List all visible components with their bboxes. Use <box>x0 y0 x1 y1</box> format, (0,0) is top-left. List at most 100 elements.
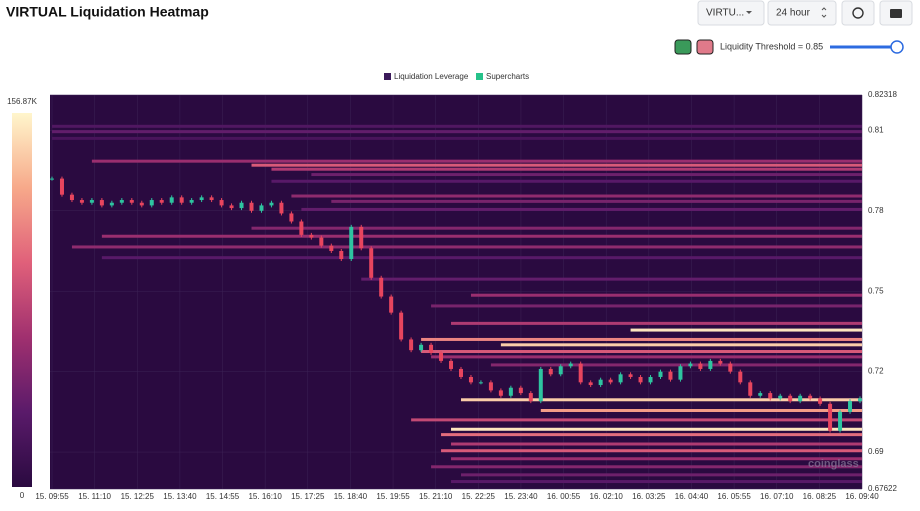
candle-body <box>149 200 154 206</box>
liquidity-band <box>451 442 862 446</box>
candle-body <box>409 339 414 351</box>
x-tick-label: 16. 09:40 <box>845 492 879 501</box>
x-tick-label: 16. 02:10 <box>590 492 624 501</box>
liquidity-band <box>91 159 862 163</box>
candle-body <box>778 395 783 399</box>
candle-body <box>828 403 833 431</box>
candle-body <box>468 376 473 383</box>
x-tick-label: 16. 03:25 <box>632 492 666 501</box>
candle-body <box>838 411 843 431</box>
x-tick-label: 15. 23:40 <box>504 492 538 501</box>
candle-body <box>339 250 344 260</box>
liquidity-band <box>441 449 862 453</box>
liquidity-band <box>52 136 862 140</box>
liquidity-band <box>421 337 862 341</box>
candle-body <box>708 360 713 369</box>
candle-body <box>279 202 284 214</box>
liquidity-band <box>101 256 863 260</box>
legend-label: Liquidation Leverage <box>394 72 469 81</box>
candle-body <box>69 194 74 201</box>
theme-green[interactable] <box>674 39 692 55</box>
candle-body <box>478 382 483 384</box>
candle-body <box>189 200 194 203</box>
range-select[interactable] <box>767 0 837 26</box>
candle-body <box>239 202 244 209</box>
candle-body <box>419 344 424 351</box>
x-tick-label: 16. 04:40 <box>675 492 709 501</box>
slider-knob[interactable] <box>890 40 904 54</box>
liquidity-band <box>540 409 862 413</box>
camera-icon <box>890 9 902 18</box>
candle-body <box>798 395 803 402</box>
x-tick-label: 15. 13:40 <box>163 492 197 501</box>
y-tick-label: 0.69 <box>868 447 884 456</box>
x-tick-label: 16. 00:55 <box>547 492 581 501</box>
candle-body <box>538 368 543 402</box>
candle-body <box>458 368 463 377</box>
liquidity-band <box>251 226 863 230</box>
dropdown-icon <box>746 11 752 14</box>
range-label: 24 hour <box>776 8 811 19</box>
candle-body <box>498 390 503 396</box>
candle-body <box>299 221 304 235</box>
candle-body <box>439 352 444 361</box>
candle-body <box>788 395 793 402</box>
candle-body <box>688 363 693 367</box>
candle-body <box>818 398 823 404</box>
candle-body <box>259 205 264 211</box>
x-tick-label: 15. 17:25 <box>291 492 325 501</box>
colorbar-label: 156.87K <box>7 97 37 106</box>
candle-body <box>728 363 733 372</box>
candle-body <box>698 363 703 369</box>
legend-label: Supercharts <box>486 72 529 81</box>
x-tick-label: 15. 09:55 <box>35 492 69 501</box>
liquidity-band <box>431 355 862 359</box>
candle-body <box>488 382 493 391</box>
liquidity-band <box>52 130 862 134</box>
candle-body <box>389 296 394 313</box>
candle-body <box>109 202 114 206</box>
legend-swatch <box>476 73 483 80</box>
liquidity-band <box>421 350 862 354</box>
candle-body <box>349 226 354 260</box>
candle-body <box>848 401 853 412</box>
liquidity-band <box>460 473 862 477</box>
refresh-icon <box>852 7 864 19</box>
candle-body <box>588 382 593 386</box>
candle-body <box>50 178 54 180</box>
liquidity-band <box>451 427 862 431</box>
candle-body <box>159 200 164 203</box>
x-tick-label: 16. 08:25 <box>803 492 837 501</box>
candle-body <box>359 226 364 249</box>
candle-body <box>548 368 553 375</box>
candle-body <box>568 363 573 367</box>
symbol-select[interactable] <box>697 0 765 26</box>
liquidity-band <box>52 124 862 128</box>
candle-body <box>89 200 94 203</box>
x-tick-label: 15. 21:10 <box>419 492 453 501</box>
candle-body <box>289 213 294 222</box>
candle-body <box>229 205 234 209</box>
liquidity-band <box>291 194 862 198</box>
theme-pink[interactable] <box>696 39 714 55</box>
liquidity-band <box>271 167 862 171</box>
candle-body <box>808 395 813 399</box>
candle-body <box>618 374 623 383</box>
candle-body <box>369 248 374 278</box>
candle-body <box>628 374 633 377</box>
spinner-icon <box>821 7 827 18</box>
candle-body <box>558 366 563 375</box>
candle-body <box>169 197 174 203</box>
liquidity-band <box>251 163 863 167</box>
candle-body <box>718 360 723 364</box>
y-tick-label: 0.72 <box>868 367 884 376</box>
candle-body <box>608 379 613 383</box>
y-tick-label: 0.75 <box>868 286 884 295</box>
liquidity-band <box>460 398 862 402</box>
refresh-button[interactable] <box>841 0 875 26</box>
candle-body <box>319 237 324 246</box>
x-tick-label: 15. 22:25 <box>462 492 496 501</box>
legend-swatch <box>384 73 391 80</box>
watermark: coinglass <box>808 458 859 470</box>
candle-body <box>518 387 523 394</box>
